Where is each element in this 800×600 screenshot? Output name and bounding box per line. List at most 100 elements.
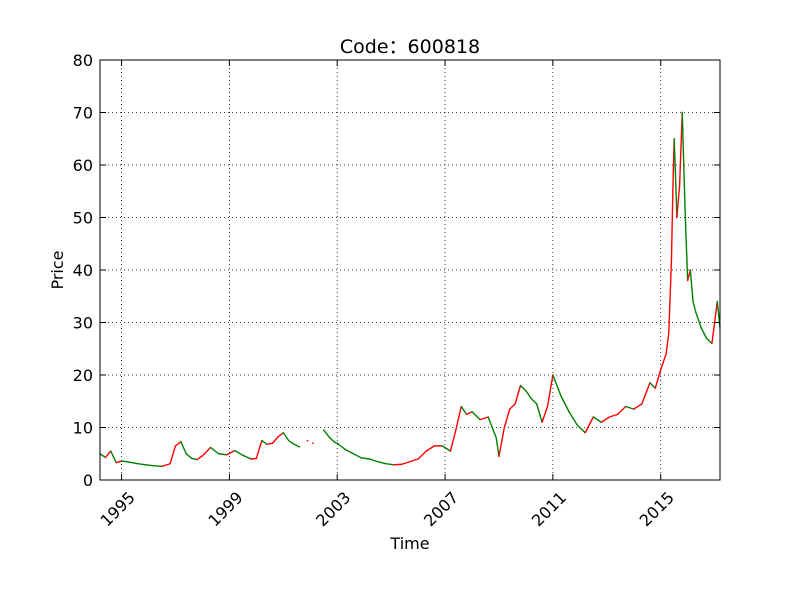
price-line-segment (455, 405, 462, 431)
price-line-segment (541, 405, 549, 423)
price-line-segment (673, 138, 677, 177)
price-line-segment (519, 384, 527, 392)
price-line-segment (153, 465, 163, 468)
y-tick-label: 50 (73, 209, 93, 228)
price-line-segment (201, 446, 212, 457)
price-line-segment (376, 460, 387, 465)
price-line-segment (169, 445, 177, 465)
price-line-segment (209, 446, 220, 455)
price-line-segment (115, 460, 123, 464)
y-tick-label: 20 (73, 366, 93, 385)
y-tick-label: 80 (73, 51, 93, 70)
price-line-segment (293, 443, 301, 448)
price-line-segment (401, 460, 411, 465)
price-line-segment (234, 449, 244, 457)
price-line-segment (568, 411, 578, 426)
grid-lines (100, 60, 720, 480)
price-line-segment (705, 337, 713, 345)
price-line-segment (360, 457, 371, 460)
price-line-segment (660, 353, 667, 371)
price-line-segment (441, 445, 452, 452)
price-line-segment (552, 374, 562, 397)
price-line-segment (530, 397, 538, 405)
price-line-segment (352, 453, 363, 459)
price-line-segment (250, 457, 258, 460)
price-line-segment (624, 405, 635, 410)
price-line-segment (217, 453, 228, 456)
price-line-segment (641, 382, 651, 405)
price-line-segment (174, 440, 182, 447)
price-line-segment (185, 453, 193, 460)
y-tick-label: 60 (73, 156, 93, 175)
price-line-segment (713, 300, 718, 324)
price-line-segment (266, 442, 274, 445)
price-line-segment (137, 463, 147, 466)
price-line-segment (99, 453, 107, 459)
price-line-segment (695, 311, 702, 329)
price-line-segment (323, 429, 330, 438)
price-line-segment (681, 111, 686, 208)
price-line-segment (576, 424, 586, 434)
price-line-segment (633, 403, 643, 410)
price-line-segment (255, 439, 263, 460)
price-line-segment (670, 190, 674, 261)
price-line-segment (104, 450, 112, 459)
price-line-segment (668, 258, 673, 334)
price-line-segment (465, 411, 473, 416)
price-line-segment (393, 463, 403, 466)
price-line-segment (161, 463, 171, 468)
price-line-segment (503, 408, 511, 429)
y-axis: 0 10 20 30 40 50 60 70 80 (73, 51, 720, 490)
price-line-segment (584, 416, 594, 434)
price-line-segment (689, 269, 694, 303)
price-line-segment (344, 448, 355, 455)
price-line-segment (514, 384, 522, 405)
price-line-segment (536, 403, 543, 423)
price-line-segment (684, 206, 689, 282)
price-line-segment (592, 416, 603, 423)
price-line-segment (487, 416, 497, 439)
price-line-segment (711, 321, 716, 345)
price-line-segment (196, 455, 204, 461)
price-line-segment (654, 369, 662, 389)
price-line-segment (509, 403, 516, 410)
price-line-segment (385, 463, 395, 466)
price-line-segment (608, 413, 619, 418)
y-tick-label: 0 (83, 471, 93, 490)
price-line-segment (676, 185, 681, 219)
price-line-segment (616, 405, 627, 416)
price-line-segment (460, 405, 468, 416)
x-axis-label: Time (389, 534, 429, 553)
price-line-segment (128, 461, 139, 465)
price-line-segment (288, 439, 295, 445)
price-line-segment (479, 416, 489, 421)
price-line-segment (368, 458, 379, 463)
price-line-segment (498, 426, 506, 458)
price-line-segment (417, 450, 427, 460)
price-line-segment (190, 457, 198, 461)
y-tick-label: 30 (73, 314, 93, 333)
price-line-segment (692, 300, 697, 313)
price-line-segment (261, 439, 268, 445)
price-line-segment (110, 450, 117, 464)
price-line-segment (600, 416, 611, 423)
price-line-segment (495, 437, 500, 458)
price-line-segment (409, 458, 419, 463)
price-line-segment (449, 429, 457, 452)
y-tick-label: 10 (73, 419, 93, 438)
price-line-segment (425, 445, 435, 452)
price-point (312, 442, 314, 445)
price-line-segment (120, 460, 131, 463)
price-line-segment (700, 327, 708, 339)
price-line-segment (678, 111, 683, 187)
price-line-segment (649, 382, 656, 389)
y-tick-label: 70 (73, 104, 93, 123)
price-series (99, 111, 721, 468)
price-line-segment (145, 464, 155, 467)
price-line-segment (282, 432, 290, 442)
price-line-segment (328, 436, 336, 443)
y-axis-label: Price (48, 250, 67, 289)
price-line-segment (471, 411, 481, 421)
